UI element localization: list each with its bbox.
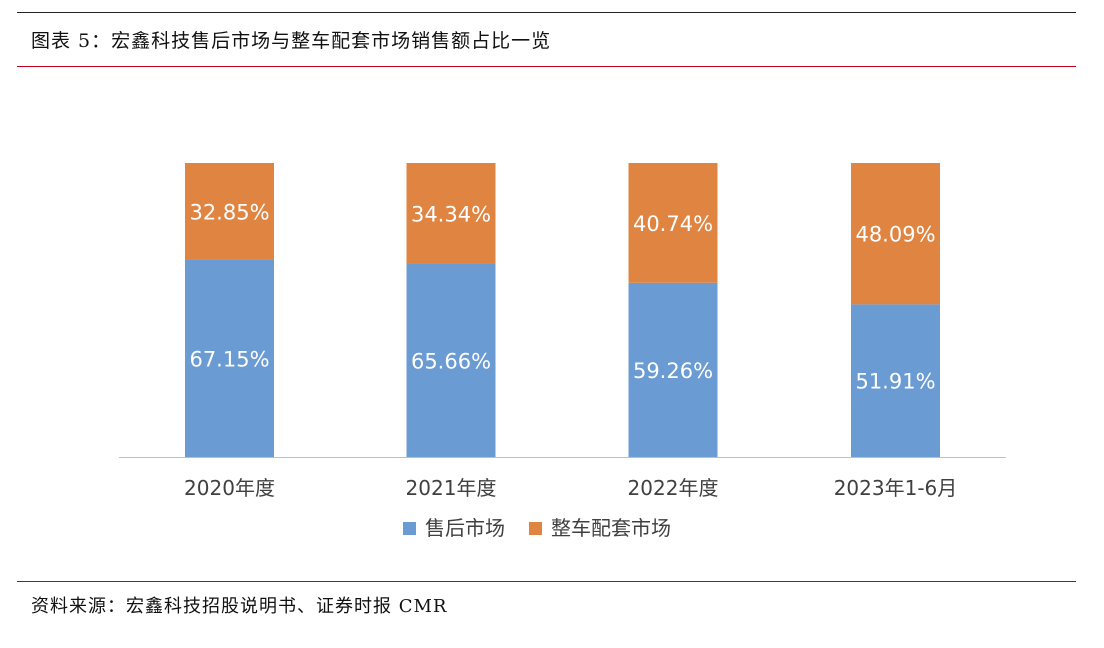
source-rule — [17, 581, 1076, 582]
title-rule — [17, 66, 1076, 67]
bar-oem-1 — [406, 163, 496, 264]
figure-title: 图表 5：宏鑫科技售后市场与整车配套市场销售额占比一览 — [31, 30, 552, 52]
data-label-aftermarket-2: 59.26% — [633, 359, 713, 383]
category-label-2: 2022年度 — [628, 476, 719, 500]
category-label-0: 2020年度 — [184, 476, 275, 500]
data-label-aftermarket-0: 67.15% — [189, 347, 269, 371]
category-label-1: 2021年度 — [406, 476, 497, 500]
source-note: 资料来源：宏鑫科技招股说明书、证券时报 CMR — [31, 596, 448, 617]
bar-aftermarket-2 — [628, 282, 718, 457]
legend-label-0: 售后市场 — [425, 516, 505, 540]
bar-aftermarket-0 — [185, 259, 274, 457]
category-label-3: 2023年1-6月 — [834, 476, 958, 500]
bar-oem-3 — [851, 163, 940, 305]
bar-aftermarket-1 — [406, 263, 496, 457]
data-label-oem-2: 40.74% — [633, 212, 713, 236]
data-label-oem-1: 34.34% — [411, 202, 491, 226]
legend-swatch-1 — [529, 522, 542, 535]
data-label-oem-3: 48.09% — [855, 223, 935, 247]
data-label-oem-0: 32.85% — [189, 200, 269, 224]
bar-oem-0 — [185, 163, 274, 260]
legend-swatch-0 — [403, 522, 416, 535]
bar-oem-2 — [628, 163, 718, 283]
bar-aftermarket-3 — [851, 304, 940, 457]
top-rule — [17, 12, 1076, 13]
legend-label-1: 整车配套市场 — [551, 516, 671, 540]
data-label-aftermarket-1: 65.66% — [411, 349, 491, 373]
data-label-aftermarket-3: 51.91% — [855, 370, 935, 394]
